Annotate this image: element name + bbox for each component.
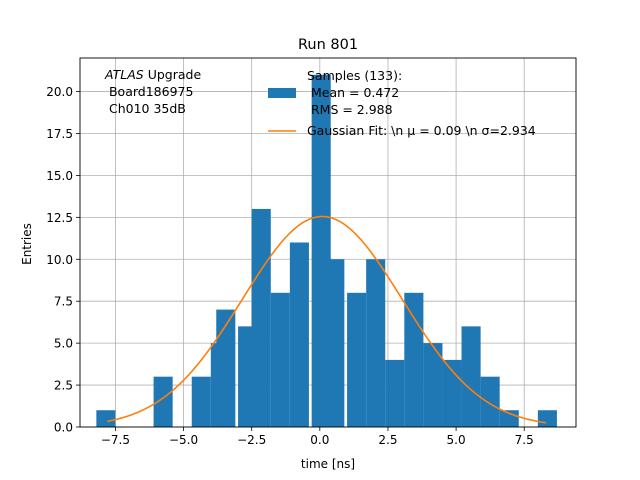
y-tick-label: 17.5 (46, 127, 73, 141)
y-tick-label: 12.5 (46, 211, 73, 225)
y-axis-ticks: 0.0 2.5 5.0 7.5 10.0 12.5 15.0 17.5 20.0 (46, 85, 80, 435)
x-tick-label: 0.0 (310, 433, 329, 447)
x-tick-label: 7.5 (515, 433, 534, 447)
legend-histogram-swatch (268, 88, 296, 98)
histogram-bar (480, 376, 500, 427)
y-axis-label: Entries (20, 223, 34, 265)
histogram-bar (270, 292, 290, 427)
chart-title: Run 801 (298, 37, 358, 53)
histogram-bar (96, 410, 116, 427)
annotation-line-3: Ch010 35dB (105, 101, 186, 116)
histogram-bars (96, 74, 557, 427)
y-tick-label: 15.0 (46, 169, 73, 183)
histogram-bar (191, 376, 211, 427)
histogram-bar (325, 259, 345, 427)
x-tick-label: 5.0 (447, 433, 466, 447)
x-axis-label: time [ns] (301, 457, 355, 471)
histogram-bar (537, 410, 557, 427)
annotation-line-1: ATLAS Upgrade (104, 67, 201, 82)
histogram-bar (153, 376, 173, 427)
histogram-bar (385, 359, 405, 427)
annotation-upgrade-text: Upgrade (144, 67, 202, 82)
y-tick-label: 5.0 (54, 337, 73, 351)
histogram-bar (423, 343, 443, 427)
y-tick-label: 2.5 (54, 379, 73, 393)
legend-histogram-line-1: Samples (133): (307, 68, 402, 83)
y-tick-label: 7.5 (54, 295, 73, 309)
atlas-annotation: ATLAS Upgrade Board186975 Ch010 35dB (104, 67, 201, 116)
histogram-bar (216, 309, 236, 427)
gaussian-fit-curve (107, 215, 547, 424)
y-tick-label: 0.0 (54, 421, 73, 435)
legend-histogram-line-2: Mean = 0.472 (307, 85, 399, 100)
x-tick-label: −5.0 (169, 433, 198, 447)
y-tick-label: 10.0 (46, 253, 73, 267)
histogram-bar (404, 292, 424, 427)
histogram-bar (251, 208, 271, 427)
histogram-bar (366, 259, 386, 427)
legend-histogram-line-3: RMS = 2.988 (307, 102, 393, 117)
annotation-atlas-text: ATLAS (104, 67, 144, 82)
x-tick-label: 2.5 (378, 433, 397, 447)
histogram-bar (461, 326, 481, 427)
x-tick-label: −7.5 (101, 433, 130, 447)
x-axis-ticks: −7.5 −5.0 −2.5 0.0 2.5 5.0 7.5 (101, 427, 534, 447)
histogram-bar (347, 292, 367, 427)
histogram-bar (289, 242, 309, 427)
legend-fit-label: Gaussian Fit: \n μ = 0.09 \n σ=2.934 (307, 123, 536, 138)
x-tick-label: −2.5 (237, 433, 266, 447)
annotation-line-2: Board186975 (105, 84, 193, 99)
y-tick-label: 20.0 (46, 85, 73, 99)
plot-frame (79, 57, 577, 428)
legend: Samples (133): Mean = 0.472 RMS = 2.988 … (268, 68, 536, 138)
